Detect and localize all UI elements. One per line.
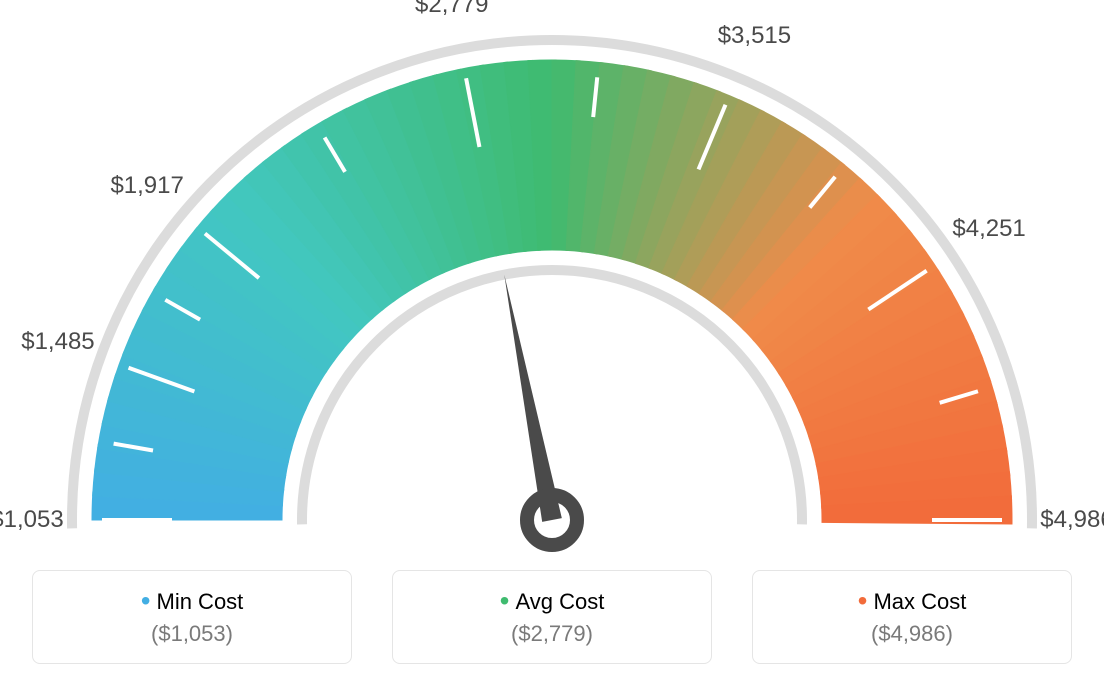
- legend-value-avg: ($2,779): [393, 621, 711, 647]
- legend-title-max: •Max Cost: [753, 589, 1071, 615]
- legend-dot-avg: •: [500, 585, 510, 616]
- legend-value-min: ($1,053): [33, 621, 351, 647]
- gauge-chart: $1,053 $1,485 $1,917 $2,779 $3,515 $4,251 $4,9…: [0, 0, 1104, 560]
- legend-value-max: ($4,986): [753, 621, 1071, 647]
- gauge-tick-label: $1,053: [0, 506, 87, 534]
- legend-card-avg: •Avg Cost ($2,779): [392, 570, 712, 664]
- gauge-arc: [92, 60, 1012, 524]
- gauge-tick-label: $2,779: [392, 0, 512, 19]
- gauge-needle: [504, 275, 562, 522]
- legend-title-avg: •Avg Cost: [393, 589, 711, 615]
- gauge-tick-label: $4,986: [1017, 506, 1104, 534]
- legend-label-max: Max Cost: [873, 589, 966, 614]
- legend-dot-min: •: [141, 585, 151, 616]
- legend-dot-max: •: [858, 585, 868, 616]
- legend-title-min: •Min Cost: [33, 589, 351, 615]
- gauge-tick-label: $1,485: [0, 328, 118, 356]
- gauge-tick-label: $4,251: [929, 215, 1049, 243]
- legend-row: •Min Cost ($1,053) •Avg Cost ($2,779) •M…: [0, 570, 1104, 664]
- legend-label-avg: Avg Cost: [515, 589, 604, 614]
- legend-card-max: •Max Cost ($4,986): [752, 570, 1072, 664]
- gauge-tick-label: $3,515: [694, 22, 814, 50]
- gauge-svg: [0, 0, 1104, 560]
- legend-card-min: •Min Cost ($1,053): [32, 570, 352, 664]
- legend-label-min: Min Cost: [157, 589, 244, 614]
- gauge-tick-label: $1,917: [87, 172, 207, 200]
